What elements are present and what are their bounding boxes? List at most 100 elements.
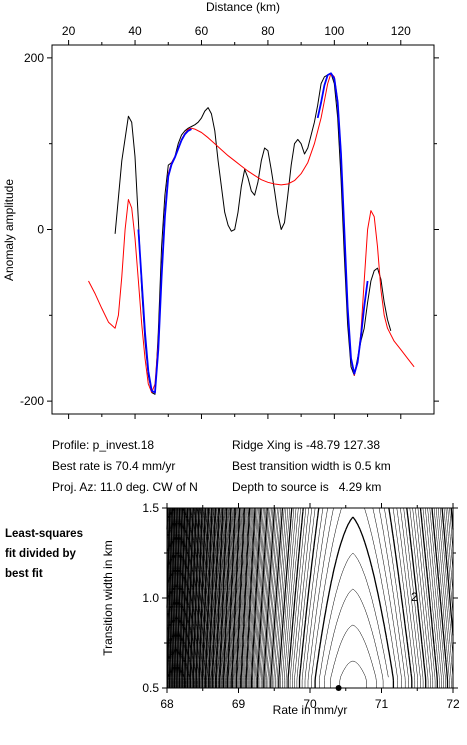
contour-line [275, 507, 442, 688]
contour-line [280, 507, 436, 688]
contour-line [182, 507, 189, 688]
contour-line [181, 507, 189, 688]
contour-line [233, 507, 242, 688]
fit-window-line [137, 72, 369, 394]
contour-line [178, 507, 186, 688]
contour-line [192, 507, 199, 688]
contour-line [181, 507, 188, 688]
rate-tick-label: 68 [160, 697, 174, 711]
contour-line [195, 507, 202, 688]
contour-line [175, 507, 181, 688]
contour-line [212, 507, 221, 688]
contour-line [189, 507, 196, 688]
contour-line [184, 507, 192, 688]
contour-line [294, 507, 418, 688]
distance-tick-label: 120 [391, 24, 411, 38]
contour-line [311, 507, 398, 688]
contour-line [239, 507, 249, 688]
contour-line [204, 507, 213, 688]
contour-line [178, 507, 185, 688]
contour-line [175, 507, 182, 688]
observed-profile-line [114, 72, 392, 395]
contour-line [240, 507, 251, 688]
amplitude-tick-label: -200 [20, 394, 44, 408]
contour-line [170, 507, 176, 688]
contour-line [270, 507, 449, 688]
contour-line [330, 624, 377, 688]
contour-line [214, 507, 223, 688]
contour-line [255, 507, 454, 688]
misfit-description-line-3: best fit [5, 568, 43, 580]
contour-line [198, 507, 206, 688]
contour-line [298, 507, 413, 688]
contour-line [168, 507, 176, 688]
contour-line [256, 507, 454, 688]
contour-line [224, 507, 232, 688]
rate-tick-label: 70 [303, 697, 317, 711]
contour-line [221, 507, 230, 688]
contour-line [259, 507, 454, 688]
contour-line [260, 507, 454, 688]
contour-line [226, 507, 236, 688]
contour-line [287, 507, 427, 688]
contour-line [222, 507, 232, 688]
width-tick-label: 0.5 [142, 681, 159, 695]
contour-line [304, 507, 406, 688]
amplitude-plot-frame [51, 44, 435, 415]
rate-tick-label: 72 [446, 697, 460, 711]
contour-line [254, 507, 265, 688]
depth-text: Depth to source is 4.29 km [232, 480, 382, 494]
contour-line [231, 507, 241, 688]
misfit-contour-chart: 68 69 70 71 72 0.5 1.0 1.5 2 Rate in mm/yr Tran… [101, 501, 460, 717]
amplitude-tick-label: 0 [37, 223, 44, 237]
amplitude-chart: 20 40 60 80 100 120 -200 0 200 Distance (km) Ano… [2, 0, 439, 419]
projection-azimuth-text: Proj. Az: 11.0 deg. CW of N [52, 480, 198, 494]
contour-line [209, 507, 218, 688]
transition-width-axis-label: Transition width in km [101, 540, 115, 656]
contour-line [211, 507, 220, 688]
contour-line [217, 507, 225, 688]
contour-line [186, 507, 193, 688]
contour-line [191, 507, 198, 688]
contour-line [237, 507, 247, 688]
contour-line [210, 507, 218, 688]
contour-line [180, 507, 187, 688]
distance-tick-label: 80 [261, 24, 275, 38]
best-fit-point [335, 685, 342, 691]
contour-line [188, 507, 196, 688]
contour-line [214, 507, 222, 688]
rate-tick-label: 71 [375, 697, 389, 711]
contour-line [200, 507, 208, 688]
contour-line [253, 507, 264, 688]
contour-line [198, 507, 205, 688]
misfit-description-line-2: fit divided by [5, 548, 76, 560]
contour-line [191, 507, 199, 688]
contour-line [276, 507, 440, 688]
contour-line [307, 507, 402, 688]
amplitude-ticks: 20 40 60 80 100 120 -200 0 200 [20, 24, 439, 419]
contour-line [252, 507, 263, 688]
contour-line [248, 507, 258, 688]
contour-line [183, 507, 190, 688]
contour-line [273, 507, 444, 688]
contour-line [278, 507, 438, 688]
contour-line [188, 507, 195, 688]
contour-line [168, 507, 175, 688]
contour-line [289, 507, 424, 688]
contour-line [195, 507, 203, 688]
contour-line [167, 507, 174, 688]
contour-line [168, 507, 175, 688]
contour-line [218, 507, 227, 688]
contour-line [201, 507, 209, 688]
distance-tick-label: 20 [62, 24, 76, 38]
contour-line [173, 507, 179, 688]
contour-line [220, 507, 228, 688]
contour-ticks: 68 69 70 71 72 0.5 1.0 1.5 [142, 501, 460, 711]
contour-line [250, 507, 260, 688]
contour-line [194, 507, 201, 688]
contour-line [192, 507, 200, 688]
contour-line [319, 552, 389, 688]
contour-line [186, 507, 194, 688]
contour-line [282, 507, 434, 688]
rate-tick-label: 69 [232, 697, 246, 711]
